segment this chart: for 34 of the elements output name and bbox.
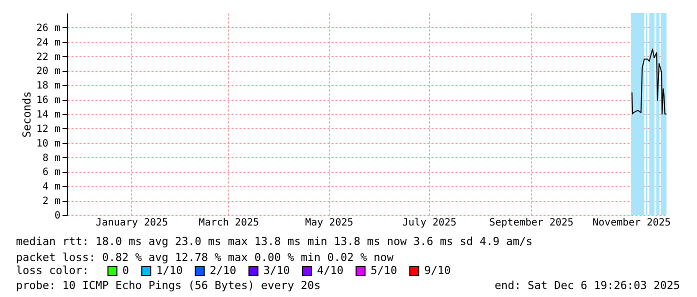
- y-tick-label: 20 m: [36, 66, 60, 78]
- y-tick-label: 22 m: [36, 52, 60, 63]
- x-tick-label: July 2025: [402, 218, 457, 228]
- x-tick-label: November 2025: [592, 218, 671, 228]
- text: median rtt: 18.0 ms avg 23.0 ms max 13.8 ms min 13.8 ms now 3.6 ms sd 4.9 am/s: [16, 235, 533, 248]
- y-tick-label: 8 m: [42, 152, 60, 164]
- legend-label: 3/10: [263, 264, 290, 277]
- legend-label: 1/10: [156, 264, 183, 277]
- x-tick-label: March 2025: [198, 218, 260, 228]
- x-tick-label: September 2025: [489, 218, 574, 228]
- y-tick-label: 12 m: [36, 124, 60, 135]
- y-tick-label: 0: [54, 210, 60, 222]
- y-tick-label: 4 m: [42, 182, 60, 193]
- text: end: Sat Dec 6 19:26:03 2025: [494, 279, 680, 292]
- legend-label: 4/10: [317, 264, 344, 277]
- y-tick-label: 14 m: [36, 110, 60, 120]
- y-tick-label: 6 m: [42, 167, 60, 178]
- y-tick-label: 16 m: [36, 95, 60, 106]
- legend-label: 5/10: [370, 264, 398, 277]
- legend-title: loss color:: [16, 264, 89, 277]
- legend-label: 2/10: [210, 264, 236, 277]
- y-tick-label: 26 m: [36, 22, 60, 34]
- y-tick-label: 10 m: [36, 138, 60, 150]
- y-tick-label: 24 m: [36, 37, 60, 48]
- text: probe: 10 ICMP Echo Pings (56 Bytes) every 20s: [16, 279, 321, 292]
- x-tick-label: January 2025: [96, 218, 168, 228]
- line-series: [631, 48, 667, 114]
- y-tick-label: 18 m: [36, 80, 60, 92]
- y-tick-label: 2 m: [42, 196, 60, 208]
- legend-label: 0: [122, 264, 130, 277]
- legend-label: 9/10: [424, 264, 451, 277]
- y-axis-title: Seconds: [20, 91, 34, 138]
- text: packet loss: 0.82 % avg 12.78 % max 0.00 % min 0.02 % now: [16, 251, 394, 264]
- x-tick-label: May 2025: [305, 218, 354, 228]
